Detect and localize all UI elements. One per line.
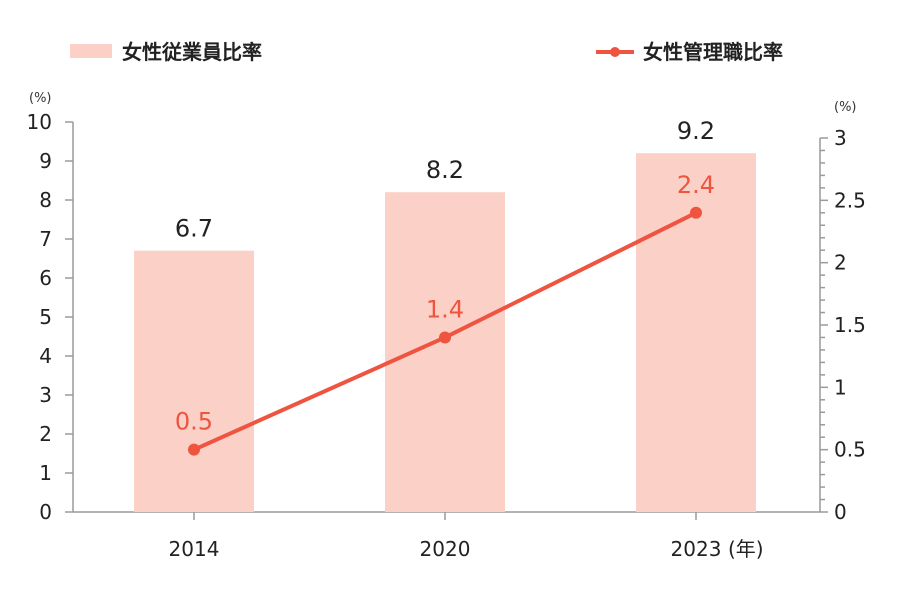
right-axis-unit: (%) (834, 100, 857, 115)
left-tick-label: 4 (39, 344, 52, 368)
bar-value-label: 6.7 (175, 215, 213, 243)
left-tick-label: 5 (39, 305, 52, 329)
legend-label-line: 女性管理職比率 (643, 40, 783, 64)
left-tick-label: 1 (39, 461, 52, 485)
x-tick-label: 2014 (169, 537, 220, 561)
right-tick-label: 2.5 (834, 188, 866, 212)
left-tick-label: 6 (39, 266, 52, 290)
right-tick-label: 3 (834, 126, 847, 150)
legend-label-bar: 女性従業員比率 (122, 40, 262, 64)
left-tick-label: 0 (39, 500, 52, 524)
legend-swatch-bar (70, 44, 112, 58)
bar-2014 (134, 250, 254, 512)
x-axis-unit: (年) (728, 537, 764, 561)
line-value-label: 2.4 (677, 171, 715, 199)
legend-swatch-marker (610, 47, 620, 57)
line-point-2020 (439, 331, 451, 344)
left-tick-label: 3 (39, 383, 52, 407)
line-series: 0.5 1.4 2.4 (175, 171, 715, 456)
left-tick-label: 8 (39, 188, 52, 212)
right-ticks: 0 0.5 1 1.5 2 2.5 3 (820, 126, 866, 524)
left-ticks: 0 1 2 3 4 5 6 7 8 9 10 (27, 110, 73, 524)
line-point-2014 (188, 443, 200, 456)
legend: 女性従業員比率 女性管理職比率 (70, 40, 783, 64)
left-tick-label: 7 (39, 227, 52, 251)
right-tick-label: 0 (834, 500, 847, 524)
line-point-2023 (690, 206, 702, 219)
bars: 6.7 8.2 9.2 (134, 117, 756, 512)
bar-value-label: 8.2 (426, 156, 464, 184)
line-value-label: 0.5 (175, 408, 213, 436)
left-tick-label: 2 (39, 422, 52, 446)
x-tick-label: 2023 (671, 537, 722, 561)
left-tick-label: 9 (39, 149, 52, 173)
right-tick-label: 1 (834, 375, 847, 399)
x-ticks: 2014 2020 2023 (年) (169, 512, 764, 561)
left-axis-unit: (%) (29, 91, 52, 106)
x-tick-label: 2020 (420, 537, 471, 561)
right-tick-label: 2 (834, 251, 847, 275)
left-tick-label: 10 (27, 110, 52, 134)
bar-2020 (385, 192, 505, 512)
right-tick-label: 0.5 (834, 438, 866, 462)
bar-value-label: 9.2 (677, 117, 715, 145)
line-value-label: 1.4 (426, 295, 464, 323)
right-tick-label: 1.5 (834, 313, 866, 337)
